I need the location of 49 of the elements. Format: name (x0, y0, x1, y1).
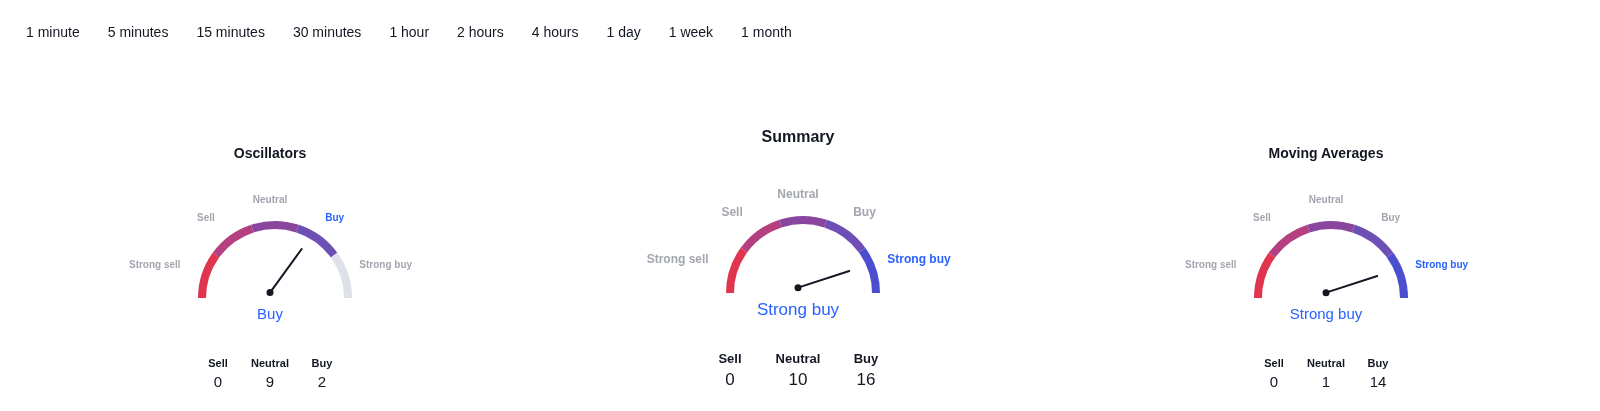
slice-label: Sell (1252, 211, 1271, 223)
slice-label: Strong sell (1184, 258, 1237, 270)
chart-title: Summary (760, 128, 836, 146)
category-label: Neutral (250, 357, 290, 369)
text: 1 hour (388, 23, 431, 42)
text: Strong buy (1288, 305, 1364, 322)
slice-label: Strong sell (646, 251, 709, 266)
slice-label: Buy (853, 205, 876, 219)
slice-label: Buy (325, 211, 345, 223)
category-label: Sell (1263, 357, 1285, 369)
category-label: Neutral (1306, 357, 1346, 369)
category-label: Buy (1366, 357, 1390, 369)
category-label: Sell (717, 351, 743, 366)
slice-label: Strong sell (128, 258, 181, 270)
category-label: Sell (207, 357, 229, 369)
slice-label: Buy (1381, 211, 1401, 223)
text: 16 (855, 370, 877, 390)
slice-label: Neutral (1308, 193, 1344, 205)
category-label: Buy (310, 357, 334, 369)
slice-label: Neutral (777, 187, 819, 202)
category-label: Buy (852, 351, 880, 366)
slice-label: Strong buy (1415, 258, 1469, 270)
text: 15 minutes (195, 23, 266, 42)
text: 1 day (605, 23, 642, 42)
text: 5 minutes (106, 23, 170, 42)
text: 0 (212, 373, 224, 390)
text: 10 (787, 370, 809, 390)
text: 30 minutes (291, 23, 363, 42)
slice-label: Sell (721, 205, 743, 219)
slice-label: Neutral (252, 193, 288, 205)
slice-label: Sell (196, 211, 215, 223)
text: 1 month (740, 23, 793, 42)
text: 1 week (667, 23, 715, 42)
text: 0 (1268, 373, 1280, 390)
slice-label: Strong buy (887, 251, 951, 266)
text: 4 hours (530, 23, 580, 42)
chart-title: Oscillators (232, 145, 308, 161)
text: 2 (316, 373, 328, 390)
category-label: Neutral (774, 351, 822, 366)
slice-label: Strong buy (359, 258, 413, 270)
text: Buy (256, 305, 284, 322)
text: 1 (1320, 373, 1332, 390)
text: 0 (724, 370, 736, 390)
text: 2 hours (456, 23, 505, 42)
text: 14 (1368, 373, 1388, 390)
text: Strong buy (755, 300, 841, 320)
text: 9 (264, 373, 276, 390)
chart-title: Moving Averages (1267, 145, 1385, 161)
text: 1 minute (25, 23, 81, 42)
